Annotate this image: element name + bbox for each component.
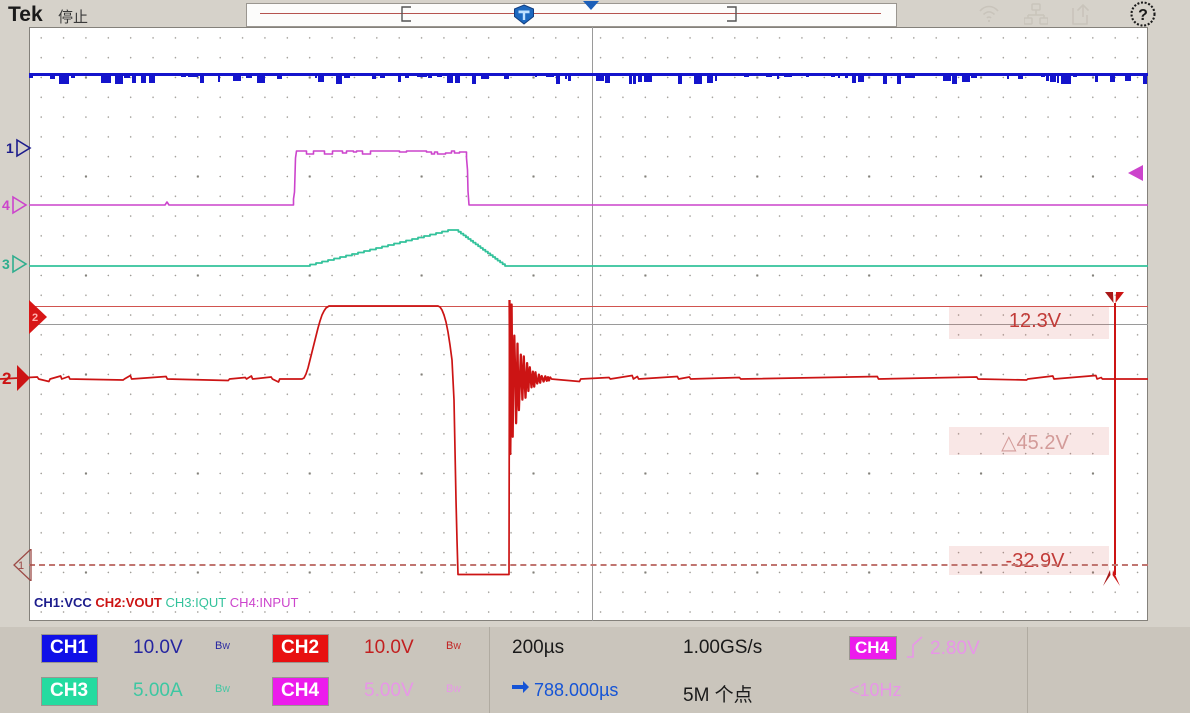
svg-text:2: 2 (32, 312, 38, 324)
svg-text:3: 3 (2, 256, 10, 272)
svg-text:?: ? (1138, 7, 1148, 24)
svg-text:2: 2 (2, 369, 11, 388)
svg-text:1: 1 (6, 140, 14, 156)
svg-text:1: 1 (18, 560, 24, 572)
svg-text:4: 4 (2, 197, 10, 213)
